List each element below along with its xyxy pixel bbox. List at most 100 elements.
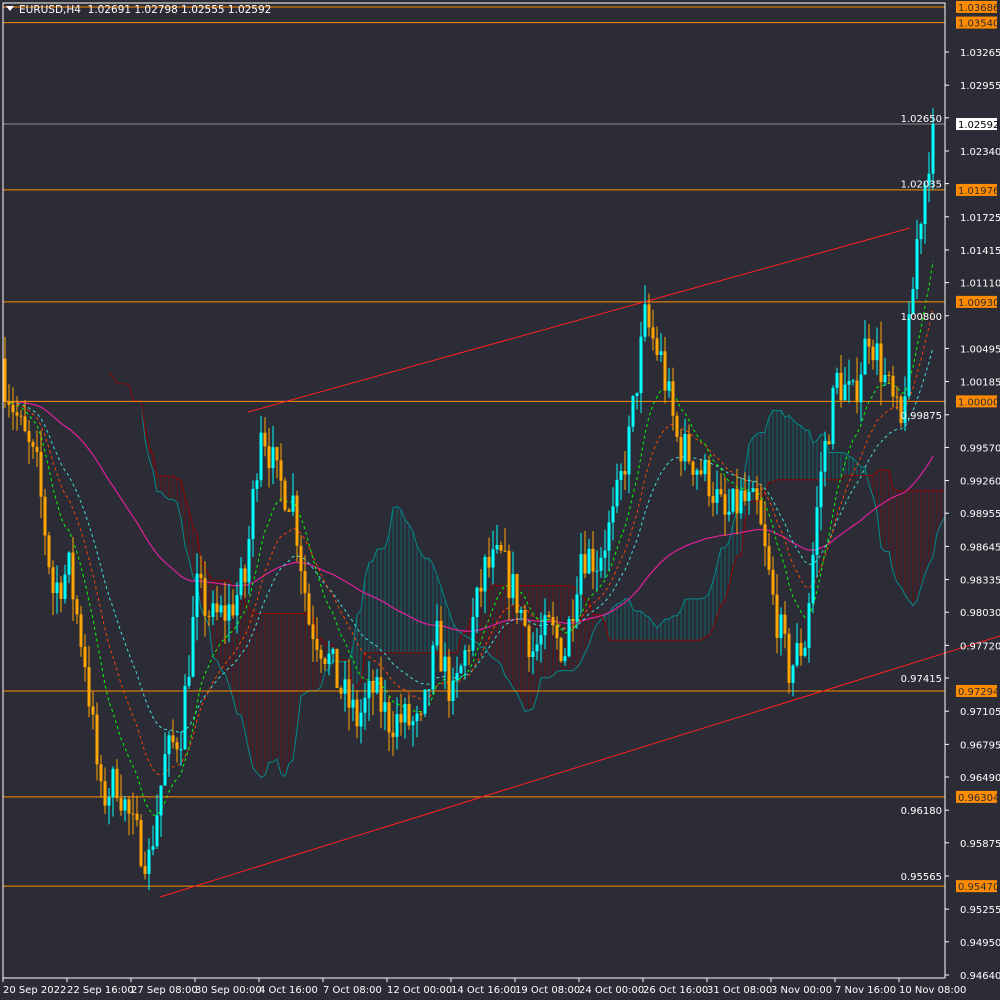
candle-body bbox=[19, 415, 23, 417]
candle-body bbox=[427, 689, 431, 691]
candle-body bbox=[395, 714, 399, 737]
candle-body bbox=[507, 550, 511, 599]
candle-body bbox=[315, 639, 319, 650]
candle-body bbox=[63, 574, 67, 599]
candle-body bbox=[7, 401, 11, 405]
candle-body bbox=[47, 535, 51, 568]
candle-body bbox=[175, 742, 179, 750]
level-price-tag-bg bbox=[956, 395, 997, 408]
candle-body bbox=[287, 509, 291, 512]
candle-body bbox=[587, 548, 591, 574]
candle-body bbox=[423, 689, 427, 714]
candle-body bbox=[143, 866, 147, 874]
candle-body bbox=[555, 625, 559, 639]
candle-body bbox=[539, 635, 543, 645]
candle-body bbox=[639, 336, 643, 394]
candle-body bbox=[647, 304, 651, 328]
candle-body bbox=[519, 609, 523, 613]
candle-body bbox=[859, 374, 863, 403]
candle-body bbox=[759, 499, 763, 525]
candle-body bbox=[867, 338, 871, 347]
candle-body bbox=[387, 702, 391, 733]
x-tick-label: 27 Sep 08:00 bbox=[131, 985, 198, 996]
candle-body bbox=[103, 781, 107, 806]
level-price-tag: 0.97294 bbox=[958, 687, 999, 698]
y-tick-label: 0.96795 bbox=[960, 740, 1000, 751]
candle-body bbox=[655, 338, 659, 355]
candle-body bbox=[707, 460, 711, 497]
candle-body bbox=[195, 573, 199, 617]
current-price-tag-bg bbox=[956, 118, 997, 131]
lower-trendline bbox=[159, 635, 1000, 898]
candle-body bbox=[187, 676, 191, 686]
level-price-tag-bg bbox=[956, 183, 997, 196]
candle-body bbox=[563, 656, 567, 662]
candle-body bbox=[239, 568, 243, 596]
candle-body bbox=[11, 404, 15, 413]
candle-body bbox=[411, 721, 415, 726]
candle-body bbox=[27, 431, 31, 443]
y-tick-label: 0.96490 bbox=[960, 773, 1000, 784]
x-tick-label: 10 Nov 08:00 bbox=[899, 985, 966, 996]
candle-body bbox=[675, 415, 679, 437]
candle-body bbox=[219, 605, 223, 613]
ohlc-readout: 1.02691 1.02798 1.02555 1.02592 bbox=[87, 4, 272, 16]
level-price-tag-bg bbox=[956, 790, 997, 803]
y-tick-label: 0.94950 bbox=[960, 938, 1000, 949]
candle-body bbox=[823, 441, 827, 472]
candle-body bbox=[171, 735, 175, 743]
candle-body bbox=[167, 735, 171, 755]
candle-body bbox=[439, 620, 443, 672]
candle-body bbox=[771, 569, 775, 595]
candle-body bbox=[763, 524, 767, 547]
candle-body bbox=[703, 460, 707, 475]
candle-body bbox=[227, 604, 231, 621]
candle-body bbox=[447, 656, 451, 701]
candle-body bbox=[687, 433, 691, 462]
candle-body bbox=[715, 489, 719, 503]
candle-body bbox=[275, 447, 279, 461]
candle-body bbox=[583, 554, 587, 574]
candle-body bbox=[463, 650, 467, 666]
candle-body bbox=[331, 648, 335, 654]
candle-body bbox=[919, 224, 923, 240]
ma-mid-line bbox=[4, 307, 934, 776]
candle-body bbox=[551, 617, 555, 626]
candle-body bbox=[379, 677, 383, 712]
candle-body bbox=[915, 239, 919, 290]
candle-body bbox=[107, 797, 111, 806]
candle-body bbox=[311, 624, 315, 640]
y-tick-label: 1.02650 bbox=[901, 114, 942, 125]
candle-body bbox=[119, 798, 123, 811]
x-tick-label: 19 Oct 08:00 bbox=[515, 985, 580, 996]
candle-body bbox=[499, 545, 503, 551]
candle-body bbox=[319, 649, 323, 659]
candle-body bbox=[603, 550, 607, 558]
y-tick-label: 1.00185 bbox=[960, 378, 1000, 389]
level-price-tag: 0.96304 bbox=[958, 793, 999, 804]
candle-body bbox=[407, 703, 411, 726]
y-tick-label: 1.00800 bbox=[901, 312, 942, 323]
candle-body bbox=[851, 380, 855, 382]
senkou-span-b bbox=[108, 372, 945, 691]
candle-body bbox=[783, 614, 787, 634]
x-tick-label: 12 Oct 00:00 bbox=[387, 985, 452, 996]
y-tick-label: 0.97415 bbox=[901, 674, 942, 685]
y-tick-label: 1.01415 bbox=[960, 246, 1000, 257]
candle-body bbox=[595, 570, 599, 572]
candle-body bbox=[451, 680, 455, 701]
level-price-tag: 1.03540 bbox=[958, 19, 999, 30]
candle-body bbox=[135, 813, 139, 821]
candle-body bbox=[471, 616, 475, 651]
candle-body bbox=[611, 506, 615, 523]
y-tick-label: 0.99260 bbox=[960, 477, 1000, 488]
candle-body bbox=[747, 491, 751, 502]
candle-body bbox=[71, 552, 75, 600]
x-tick-label: 24 Oct 00:00 bbox=[579, 985, 644, 996]
x-tick-label: 20 Sep 2022 bbox=[3, 985, 66, 996]
x-tick-label: 3 Nov 00:00 bbox=[771, 985, 832, 996]
candle-body bbox=[55, 582, 59, 594]
dropdown-triangle-icon[interactable] bbox=[6, 6, 14, 11]
